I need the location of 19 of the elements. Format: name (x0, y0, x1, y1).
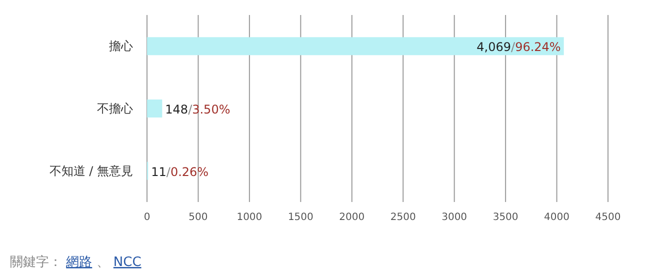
x-tick-label: 1500 (288, 212, 314, 223)
data-label: 148/3.50% (165, 102, 230, 116)
y-tick-label: 不知道 / 無意見 (49, 164, 133, 178)
bar (147, 100, 162, 118)
y-tick-label: 不擔心 (97, 102, 133, 116)
bar (147, 37, 564, 56)
data-label: 4,069/96.24% (476, 40, 561, 54)
x-tick-label: 0 (144, 212, 150, 223)
data-label: 11/0.26% (151, 164, 209, 179)
x-tick-label: 1000 (236, 212, 262, 223)
x-tick-label: 4000 (544, 212, 570, 223)
x-tick-label: 3000 (442, 212, 468, 223)
x-tick-label: 2000 (339, 212, 365, 223)
x-tick-label: 3500 (492, 212, 518, 223)
x-tick-label: 2500 (390, 212, 416, 223)
y-tick-label: 擔心 (109, 39, 133, 54)
x-tick-label: 4500 (595, 212, 621, 223)
text: 關鍵字： 網路 、 NCC (10, 254, 142, 270)
x-tick-label: 500 (188, 212, 208, 223)
